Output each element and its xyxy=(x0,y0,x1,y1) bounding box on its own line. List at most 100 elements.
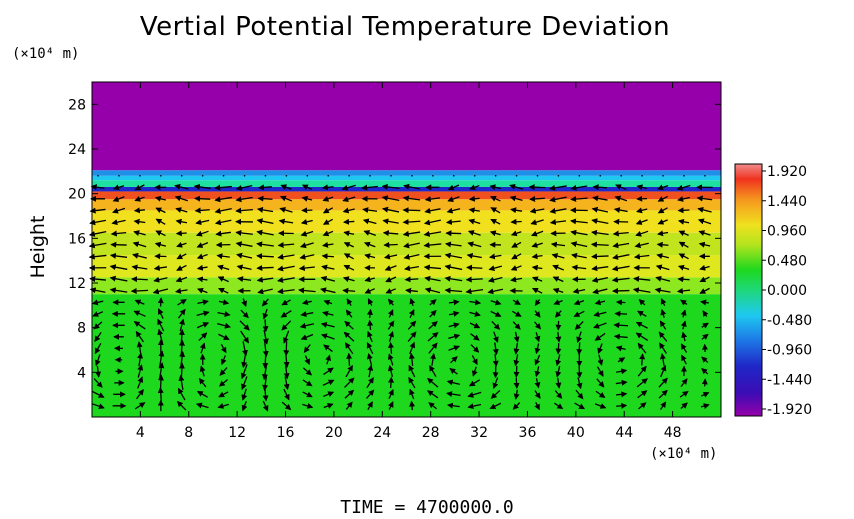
vector-arrow xyxy=(195,402,209,409)
vector-arrow xyxy=(217,311,231,317)
vector-arrow xyxy=(342,287,356,294)
vector-arrow xyxy=(469,184,480,191)
vector-dot xyxy=(285,175,288,177)
vector-arrow xyxy=(92,390,105,398)
vector-arrow xyxy=(132,252,147,259)
vector-arrow xyxy=(214,219,232,226)
vector-arrow xyxy=(382,206,400,213)
y-tick-label: 12 xyxy=(68,276,86,292)
vector-arrow xyxy=(656,253,669,260)
vector-arrow xyxy=(240,309,249,319)
vector-arrow xyxy=(555,331,562,343)
vector-arrow xyxy=(303,344,311,353)
vector-arrow xyxy=(511,241,522,248)
vector-arrow xyxy=(513,354,520,367)
vector-dot xyxy=(390,175,392,177)
vector-arrow xyxy=(427,331,439,342)
vector-arrow xyxy=(680,402,688,410)
vector-arrow xyxy=(277,265,295,272)
vector-arrow xyxy=(262,319,269,333)
vector-arrow xyxy=(199,365,206,377)
vector-arrow xyxy=(343,242,354,248)
vector-arrow xyxy=(637,310,647,317)
vector-arrow xyxy=(135,389,144,400)
vector-arrow xyxy=(262,400,269,412)
vector-dot xyxy=(118,175,120,177)
vector-arrow xyxy=(112,196,125,202)
vector-arrow xyxy=(219,367,228,376)
vector-dot xyxy=(515,175,518,177)
vector-arrow xyxy=(367,330,373,343)
chart-title: Vertial Potential Temperature Deviation xyxy=(139,12,671,42)
vector-arrow xyxy=(257,184,272,191)
vector-arrow xyxy=(235,184,253,191)
vector-arrow xyxy=(133,310,146,317)
vector-arrow xyxy=(513,377,520,389)
vector-arrow xyxy=(322,196,334,202)
vector-arrow xyxy=(364,253,376,260)
vector-arrow xyxy=(701,378,708,387)
vector-arrow xyxy=(281,299,291,306)
vector-arrow xyxy=(300,242,314,249)
vector-arrow xyxy=(427,390,439,399)
vector-arrow xyxy=(193,183,211,190)
x-tick-label: 16 xyxy=(277,425,295,441)
vector-arrow xyxy=(154,241,167,248)
vector-arrow xyxy=(277,242,295,249)
vector-arrow xyxy=(322,218,333,225)
vector-dot xyxy=(327,175,330,177)
plot-frame xyxy=(91,81,722,418)
field-band-1 xyxy=(92,277,721,295)
vector-arrow xyxy=(257,195,273,202)
vector-arrow xyxy=(131,276,148,283)
x-tick-label: 48 xyxy=(664,425,682,441)
vector-arrow xyxy=(615,184,627,191)
vector-arrow xyxy=(465,288,484,295)
vector-arrow xyxy=(470,344,480,353)
vector-arrow xyxy=(256,276,274,283)
vector-arrow xyxy=(491,320,501,330)
vector-arrow xyxy=(277,288,295,295)
vector-arrow xyxy=(408,364,416,378)
vector-arrow xyxy=(281,401,292,411)
vector-arrow xyxy=(93,378,103,388)
vector-arrow xyxy=(343,253,354,260)
vector-arrow xyxy=(613,207,628,213)
vector-arrow xyxy=(424,275,441,282)
vector-arrow xyxy=(174,287,188,294)
vector-arrow xyxy=(448,299,460,306)
vector-arrow xyxy=(468,379,481,387)
vector-arrow xyxy=(430,352,436,366)
vector-arrow xyxy=(429,299,437,306)
vector-arrow xyxy=(636,207,648,214)
vector-arrow xyxy=(176,264,187,271)
vector-arrow xyxy=(467,241,482,248)
vector-arrow xyxy=(404,265,419,272)
vector-arrow xyxy=(89,207,106,214)
vector-arrow xyxy=(444,252,463,259)
vector-arrow xyxy=(242,341,248,357)
vector-arrow xyxy=(323,367,334,375)
vector-dot xyxy=(683,175,685,177)
vector-arrow xyxy=(366,377,374,389)
vector-arrow xyxy=(510,207,523,214)
vector-arrow xyxy=(424,196,441,203)
vector-arrow xyxy=(701,333,709,340)
vector-arrow xyxy=(428,342,438,354)
field-band-11 xyxy=(92,82,721,171)
vector-arrow xyxy=(137,376,144,389)
vector-arrow xyxy=(444,287,463,294)
vector-arrow xyxy=(409,341,416,355)
time-label: TIME = 4700000.0 xyxy=(340,497,514,518)
vector-arrow xyxy=(534,299,541,307)
vector-arrow xyxy=(576,342,583,356)
vector-arrow xyxy=(155,218,166,225)
vector-arrow xyxy=(593,311,607,318)
vector-arrow xyxy=(660,298,667,306)
vector-arrow xyxy=(342,218,355,225)
vector-dot xyxy=(97,175,99,177)
vector-dot xyxy=(578,175,581,177)
vector-arrow xyxy=(179,318,185,332)
vector-arrow xyxy=(388,389,394,399)
vector-arrow xyxy=(570,184,588,191)
